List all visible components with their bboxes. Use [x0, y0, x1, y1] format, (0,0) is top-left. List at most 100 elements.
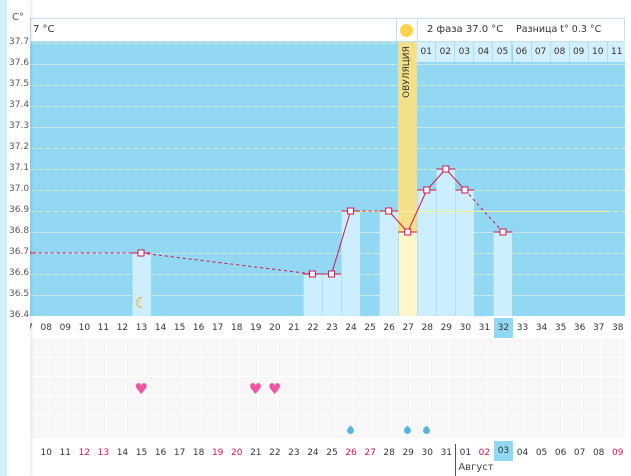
cycle-day[interactable]: 30 [459, 323, 472, 333]
cycle-day[interactable]: 37 [592, 323, 605, 333]
temperature-point[interactable] [442, 165, 450, 173]
temperature-point[interactable] [499, 228, 507, 236]
gridline [30, 148, 625, 149]
next-cycle-day: 07 [531, 42, 551, 62]
calendar-date[interactable]: 31 [440, 448, 453, 458]
gridline [30, 106, 625, 107]
y-tick-label: 36.8 [9, 226, 30, 236]
temperature-point[interactable] [461, 186, 469, 194]
calendar-date[interactable]: 30 [421, 448, 433, 458]
calendar-date[interactable]: 06 [554, 448, 567, 458]
temperature-bar [417, 190, 437, 316]
cycle-day[interactable]: 24 [345, 323, 357, 333]
cycle-day[interactable]: 25 [364, 323, 376, 333]
cycle-day[interactable]: 21 [288, 323, 300, 333]
next-cycle-day: 08 [550, 42, 570, 62]
temperature-point[interactable] [347, 207, 355, 215]
left-edge [0, 0, 7, 476]
calendar-date[interactable]: 01 [459, 448, 472, 458]
calendar-date[interactable]: 19 [211, 448, 224, 458]
calendar-date[interactable]: 21 [250, 448, 262, 458]
calendar-date[interactable]: 22 [269, 448, 281, 458]
cycle-day[interactable]: 08 [40, 323, 52, 333]
calendar-date[interactable]: 25 [326, 448, 338, 458]
temperature-point[interactable] [137, 249, 145, 257]
cycle-day[interactable]: 17 [211, 323, 224, 333]
cycle-day[interactable]: 12 [116, 323, 129, 333]
y-tick-label: 36.4 [9, 310, 30, 320]
y-tick-label: 37.6 [9, 58, 30, 68]
temperature-point[interactable] [328, 270, 336, 278]
month-separator [455, 444, 457, 476]
calendar-date[interactable]: 16 [154, 448, 167, 458]
gridline [30, 85, 625, 86]
cycle-day[interactable]: 15 [173, 323, 186, 333]
calendar-date[interactable]: 27 [364, 448, 376, 458]
cycle-day[interactable]: 34 [535, 323, 548, 333]
cycle-day[interactable]: 31 [478, 323, 491, 333]
coverline [341, 211, 608, 212]
cycle-day[interactable]: 14 [154, 323, 167, 333]
cycle-day[interactable]: 20 [269, 323, 281, 333]
next-cycle-day: 05 [493, 42, 513, 62]
cycle-day[interactable]: 35 [554, 323, 567, 333]
calendar-date[interactable]: 02 [478, 448, 491, 458]
cycle-day[interactable]: 28 [421, 323, 433, 333]
calendar-date[interactable]: 18 [192, 448, 205, 458]
phase1-text: 7 °C [33, 24, 55, 35]
heart-icon: ♥ [248, 380, 263, 398]
temperature-point[interactable] [404, 228, 412, 236]
calendar-date[interactable]: 24 [307, 448, 319, 458]
cycle-day[interactable]: 11 [97, 323, 110, 333]
cycle-day[interactable]: 16 [192, 323, 205, 333]
calendar-date[interactable]: 05 [535, 448, 548, 458]
temperature-bar [398, 232, 418, 316]
ovulation-header-cell [396, 19, 418, 42]
cycle-day[interactable]: 13 [135, 323, 148, 333]
calendar-date[interactable]: 07 [573, 448, 586, 458]
cycle-day[interactable]: 10 [78, 323, 91, 333]
calendar-date[interactable]: 04 [516, 448, 529, 458]
calendar-date[interactable]: 28 [383, 448, 395, 458]
calendar-date[interactable]: 13 [97, 448, 110, 458]
calendar-date[interactable]: 09 [612, 448, 624, 458]
y-tick-label: 37.1 [9, 163, 30, 173]
cycle-day[interactable]: 29 [440, 323, 453, 333]
cycle-day[interactable]: 26 [383, 323, 395, 333]
calendar-date[interactable]: 14 [116, 448, 129, 458]
temperature-bar [341, 211, 361, 316]
temperature-point[interactable] [423, 186, 431, 194]
y-tick-label: 36.9 [9, 205, 30, 215]
calendar-date[interactable]: 11 [59, 448, 72, 458]
calendar-date[interactable]: 17 [173, 448, 186, 458]
heart-icon: ♥ [267, 380, 282, 398]
cycle-day[interactable]: 22 [307, 323, 319, 333]
temperature-point[interactable] [308, 270, 316, 278]
next-cycle-day: 06 [512, 42, 532, 62]
calendar-date[interactable]: 10 [40, 448, 52, 458]
cycle-day[interactable]: 32 [493, 318, 513, 338]
cycle-day[interactable]: 23 [326, 323, 338, 333]
temperature-segment [464, 189, 504, 233]
cycle-day[interactable]: 36 [573, 323, 586, 333]
calendar-date[interactable]: 08 [592, 448, 605, 458]
cycle-day[interactable]: 19 [250, 323, 262, 333]
sun-icon [400, 24, 413, 37]
next-cycle-day: 04 [474, 42, 494, 62]
calendar-date[interactable]: 29 [402, 448, 414, 458]
gridline [30, 127, 625, 128]
cycle-day[interactable]: 09 [59, 323, 72, 333]
calendar-date[interactable]: 20 [231, 448, 243, 458]
cycle-day[interactable]: 33 [516, 323, 529, 333]
calendar-date[interactable]: 12 [78, 448, 91, 458]
cycle-day[interactable]: 27 [402, 323, 414, 333]
calendar-date[interactable]: 15 [135, 448, 148, 458]
events-area [30, 338, 625, 438]
next-cycle-day: 02 [436, 42, 456, 62]
temperature-point[interactable] [385, 207, 393, 215]
cycle-day[interactable]: 38 [612, 323, 624, 333]
calendar-date[interactable]: 23 [288, 448, 300, 458]
cycle-day[interactable]: 18 [231, 323, 243, 333]
calendar-date[interactable]: 26 [345, 448, 357, 458]
calendar-date[interactable]: 03 [493, 441, 513, 461]
